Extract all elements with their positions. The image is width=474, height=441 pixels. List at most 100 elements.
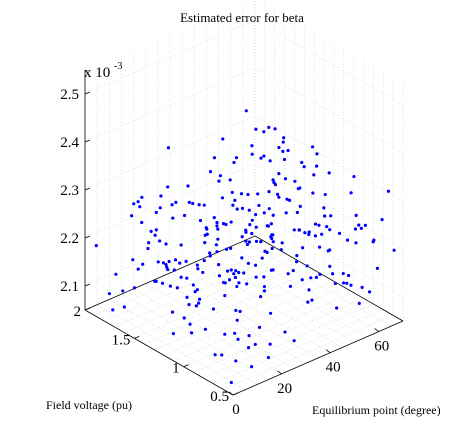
data-point	[220, 353, 224, 357]
data-point	[265, 250, 269, 255]
axes-box	[84, 0, 404, 396]
data-point	[323, 214, 327, 218]
gridline-floor-x	[206, 256, 355, 343]
data-point	[275, 192, 280, 196]
data-point	[317, 245, 322, 249]
data-point	[136, 267, 140, 271]
data-point	[158, 239, 162, 243]
y-tick-mark	[232, 392, 239, 396]
data-point	[311, 191, 315, 195]
data-point	[187, 303, 191, 307]
data-point	[160, 281, 165, 285]
data-point	[201, 270, 205, 275]
data-point	[271, 213, 275, 217]
gridline-floor-y	[94, 241, 265, 316]
data-point	[260, 256, 264, 260]
data-point	[195, 288, 199, 292]
x-axis: Equilibrium point (degree) 0 20 40 60	[228, 328, 441, 418]
data-point	[254, 127, 258, 131]
data-point	[266, 355, 271, 360]
z-exponent-label: x 10 -3	[84, 61, 122, 81]
data-point	[268, 342, 272, 346]
gridline-back-z	[84, 19, 256, 95]
gridline-back-z	[84, 115, 256, 191]
data-point	[232, 160, 236, 165]
data-point	[265, 224, 269, 228]
x-tick-mark	[374, 328, 379, 332]
data-point	[245, 282, 249, 286]
data-point	[257, 203, 261, 208]
data-point	[346, 273, 351, 278]
data-point	[341, 281, 346, 285]
data-point	[198, 218, 203, 223]
data-point	[217, 179, 221, 183]
data-point	[357, 223, 361, 227]
data-point	[247, 208, 251, 212]
gridline-floor-x	[181, 267, 331, 353]
y-tick-label: 1	[172, 361, 180, 377]
data-point	[380, 218, 384, 222]
y-tick-label: 0.5	[210, 389, 229, 405]
data-point	[161, 261, 166, 265]
data-point	[271, 178, 275, 182]
data-point	[138, 205, 142, 209]
data-point	[233, 198, 237, 202]
data-point	[262, 289, 267, 293]
data-point	[291, 268, 295, 273]
gridline-back-z	[84, 211, 256, 287]
chart-title: Estimated error for beta	[180, 10, 304, 25]
data-point	[240, 206, 245, 210]
data-point	[178, 261, 182, 265]
data-point	[234, 156, 239, 160]
data-point	[280, 241, 284, 245]
data-point	[267, 125, 271, 129]
data-point	[277, 195, 281, 199]
x-tick-mark	[325, 349, 331, 354]
data-point	[268, 311, 273, 315]
data-point	[164, 262, 168, 267]
data-point	[159, 194, 163, 198]
data-point	[247, 240, 252, 244]
data-point	[224, 247, 229, 251]
gridline-floor-x	[133, 288, 282, 375]
data-point	[158, 206, 162, 210]
z-tick-mark	[84, 187, 91, 191]
data-point	[215, 224, 219, 228]
data-point	[212, 216, 216, 220]
data-point	[328, 228, 332, 232]
z-axis: x 10 -3 2.1 2.2 2.3 2.4 2.5	[60, 61, 122, 295]
data-point	[262, 275, 266, 279]
data-point	[285, 197, 289, 201]
gridline-side-z	[254, 163, 404, 250]
data-point	[322, 206, 326, 210]
data-point	[187, 200, 191, 204]
data-point	[300, 160, 304, 165]
data-point	[314, 275, 318, 279]
data-point	[246, 261, 250, 265]
data-point	[250, 152, 254, 156]
data-point	[231, 203, 235, 207]
gridline-side-z	[254, 115, 404, 202]
data-point	[221, 221, 226, 226]
data-point	[318, 272, 322, 276]
gridline-side-z	[254, 67, 404, 154]
data-point	[191, 283, 195, 287]
data-point	[325, 224, 329, 229]
data-point	[94, 244, 98, 248]
data-point	[327, 171, 331, 175]
data-point	[196, 267, 200, 271]
gridline-floor-x	[242, 241, 392, 327]
z-tick-mark	[84, 283, 91, 287]
data-point	[130, 214, 134, 218]
gridline-floor-y	[163, 281, 335, 356]
data-point	[170, 310, 175, 314]
data-point	[154, 228, 158, 232]
data-point	[171, 332, 176, 336]
data-point	[267, 189, 271, 194]
data-point	[352, 174, 356, 179]
data-point	[295, 210, 299, 215]
data-point	[363, 223, 367, 227]
data-point	[208, 170, 213, 174]
data-point	[132, 286, 137, 290]
data-point	[242, 271, 246, 275]
